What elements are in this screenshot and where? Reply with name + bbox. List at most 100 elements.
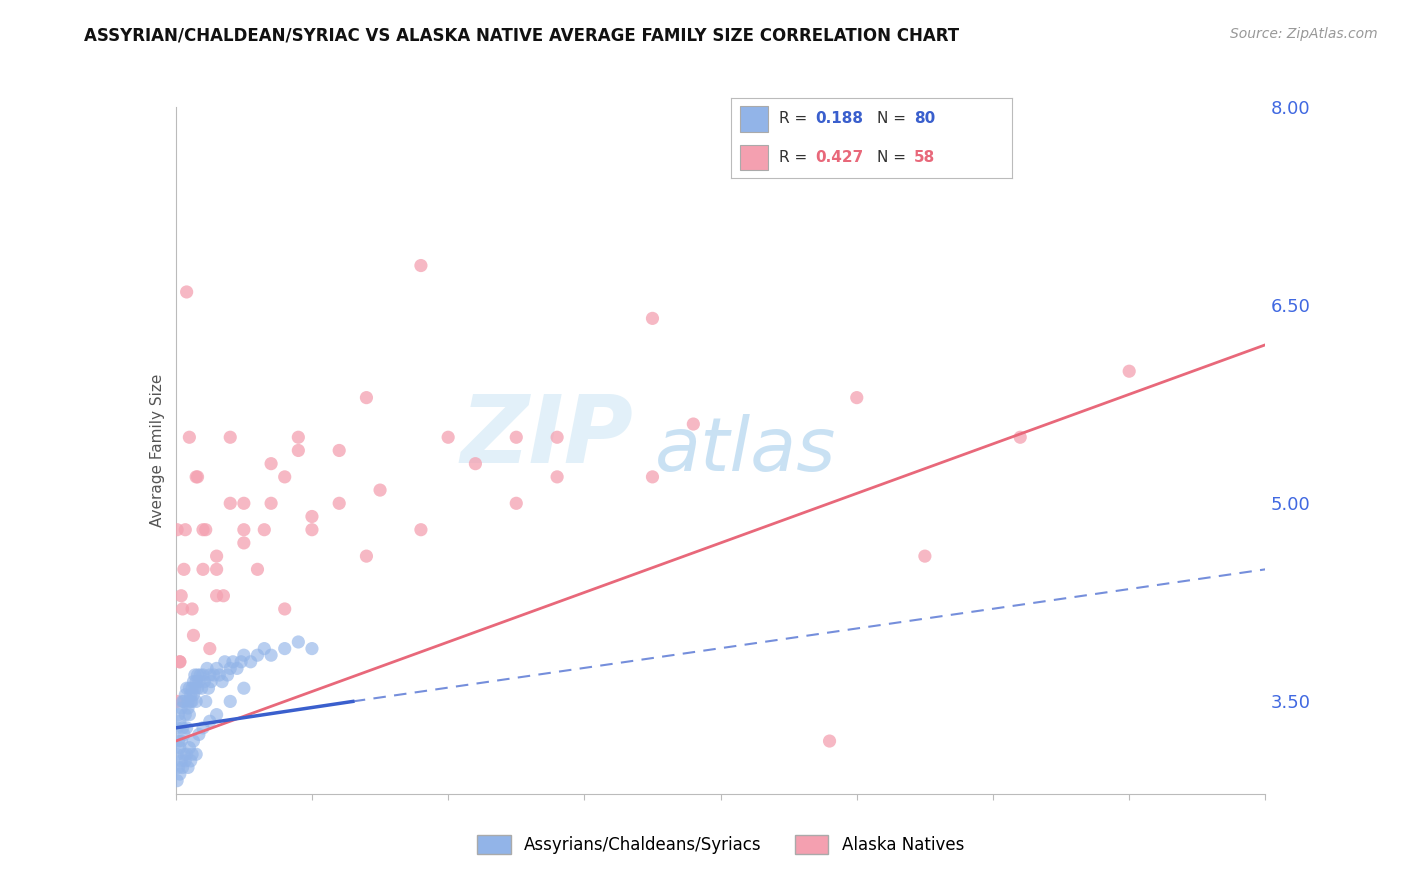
- Point: [205, 562, 228, 576]
- Point: [176, 747, 198, 762]
- Text: 80: 80: [914, 111, 935, 126]
- Text: 0.188: 0.188: [815, 111, 863, 126]
- Point: [200, 674, 222, 689]
- Point: [180, 688, 202, 702]
- Point: [274, 641, 297, 656]
- Point: [356, 549, 378, 563]
- Point: [180, 694, 202, 708]
- Point: [682, 417, 704, 431]
- Point: [253, 523, 276, 537]
- Point: [172, 721, 194, 735]
- Point: [166, 773, 188, 788]
- Point: [179, 681, 201, 696]
- Y-axis label: Average Family Size: Average Family Size: [149, 374, 165, 527]
- Point: [166, 721, 188, 735]
- Point: [170, 754, 193, 768]
- Point: [191, 721, 214, 735]
- Text: atlas: atlas: [655, 415, 837, 486]
- Point: [166, 694, 188, 708]
- Point: [232, 681, 254, 696]
- Point: [274, 602, 297, 616]
- Point: [167, 760, 190, 774]
- Point: [177, 760, 200, 774]
- Point: [186, 747, 208, 762]
- Point: [212, 589, 235, 603]
- Point: [187, 674, 209, 689]
- Point: [181, 694, 204, 708]
- Point: [174, 707, 197, 722]
- Point: [170, 701, 193, 715]
- Point: [409, 523, 432, 537]
- Point: [176, 721, 198, 735]
- Point: [505, 430, 527, 444]
- Text: N =: N =: [877, 111, 911, 126]
- Point: [246, 648, 269, 663]
- Point: [818, 734, 841, 748]
- Point: [214, 655, 236, 669]
- Point: [287, 430, 309, 444]
- Point: [183, 674, 205, 689]
- Point: [546, 430, 568, 444]
- Point: [287, 635, 309, 649]
- Point: [205, 549, 228, 563]
- Text: 0.427: 0.427: [815, 150, 863, 165]
- Point: [170, 734, 193, 748]
- Point: [187, 727, 209, 741]
- Point: [183, 734, 205, 748]
- Point: [194, 694, 217, 708]
- Point: [287, 443, 309, 458]
- Point: [546, 470, 568, 484]
- Point: [1118, 364, 1140, 378]
- Point: [191, 523, 214, 537]
- Point: [219, 661, 242, 675]
- Point: [205, 589, 228, 603]
- Point: [231, 655, 253, 669]
- Point: [180, 754, 202, 768]
- Point: [232, 648, 254, 663]
- Text: ASSYRIAN/CHALDEAN/SYRIAC VS ALASKA NATIVE AVERAGE FAMILY SIZE CORRELATION CHART: ASSYRIAN/CHALDEAN/SYRIAC VS ALASKA NATIV…: [84, 27, 959, 45]
- Point: [232, 523, 254, 537]
- Text: N =: N =: [877, 150, 911, 165]
- Point: [176, 681, 198, 696]
- Point: [260, 648, 283, 663]
- Text: R =: R =: [779, 111, 813, 126]
- Point: [183, 628, 205, 642]
- Point: [183, 688, 205, 702]
- Point: [176, 285, 198, 299]
- Point: [174, 754, 197, 768]
- Point: [195, 661, 218, 675]
- Point: [219, 496, 242, 510]
- Point: [174, 688, 197, 702]
- Point: [177, 694, 200, 708]
- Point: [205, 661, 228, 675]
- Point: [170, 589, 193, 603]
- Point: [641, 470, 664, 484]
- Point: [186, 674, 208, 689]
- Point: [914, 549, 936, 563]
- Point: [186, 681, 209, 696]
- Point: [172, 694, 194, 708]
- Point: [301, 523, 323, 537]
- FancyBboxPatch shape: [740, 106, 768, 132]
- Point: [186, 470, 209, 484]
- Point: [184, 668, 207, 682]
- Point: [181, 602, 204, 616]
- Point: [205, 707, 228, 722]
- Point: [274, 470, 297, 484]
- Point: [222, 655, 245, 669]
- Point: [169, 655, 191, 669]
- Point: [173, 727, 195, 741]
- Point: [181, 681, 204, 696]
- Point: [198, 714, 221, 729]
- Point: [505, 496, 527, 510]
- Point: [166, 747, 188, 762]
- Point: [219, 694, 242, 708]
- Point: [219, 430, 242, 444]
- Point: [437, 430, 460, 444]
- Point: [188, 668, 211, 682]
- Point: [191, 668, 214, 682]
- Point: [260, 496, 283, 510]
- Point: [845, 391, 868, 405]
- Point: [198, 668, 221, 682]
- Point: [328, 443, 350, 458]
